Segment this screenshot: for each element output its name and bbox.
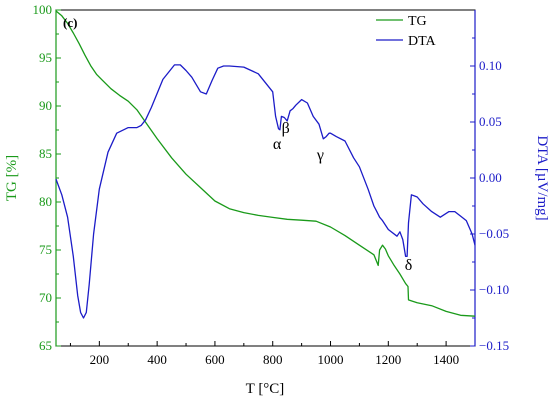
x-tick-label: 1400 xyxy=(433,352,459,367)
series-layer xyxy=(55,10,476,319)
series-line-dta xyxy=(55,64,476,319)
legend-label-tg: TG xyxy=(408,14,427,29)
peak-annotation: α xyxy=(273,136,282,153)
right-tick-label: 0.00 xyxy=(479,170,502,185)
panel-label: (c) xyxy=(63,15,77,30)
x-axis-label: T [°C] xyxy=(246,381,285,397)
x-tick-label: 800 xyxy=(263,352,283,367)
left-tick-label: 65 xyxy=(39,338,52,353)
right-axis-label: DTA [µV/mg] xyxy=(534,135,550,220)
left-tick-label: 90 xyxy=(39,98,52,113)
left-axis-label: TG [%] xyxy=(4,155,20,201)
left-tick-label: 70 xyxy=(39,290,52,305)
peak-annotation: β xyxy=(282,120,290,137)
left-tick-label: 100 xyxy=(33,2,53,17)
right-tick-label: −0.10 xyxy=(479,282,509,297)
peak-annotation: δ xyxy=(405,257,413,274)
left-tick-label: 75 xyxy=(39,242,52,257)
right-tick-label: −0.05 xyxy=(479,226,509,241)
series-line-tg xyxy=(55,10,476,317)
left-axis: 65 70 75 80 85 90 95 100 xyxy=(33,2,61,353)
right-tick-label: 0.10 xyxy=(479,58,502,73)
plot-frame xyxy=(55,9,476,347)
right-axis: −0.15 −0.10 −0.05 0.00 0.05 0.10 xyxy=(470,10,509,353)
legend: TG DTA xyxy=(376,14,437,49)
legend-label-dta: DTA xyxy=(408,34,437,49)
left-tick-label: 80 xyxy=(39,194,52,209)
peak-annotation: γ xyxy=(316,147,324,164)
x-axis: 200 400 600 800 1000 1200 1400 xyxy=(69,341,459,367)
right-tick-label: −0.15 xyxy=(479,338,509,353)
x-tick-label: 1200 xyxy=(375,352,401,367)
x-tick-label: 1000 xyxy=(318,352,344,367)
left-tick-label: 85 xyxy=(39,146,52,161)
x-tick-label: 400 xyxy=(147,352,167,367)
x-tick-label: 200 xyxy=(90,352,110,367)
left-tick-label: 95 xyxy=(39,50,52,65)
right-tick-label: 0.05 xyxy=(479,114,502,129)
annotation-layer: αβ γ δ xyxy=(273,120,412,274)
x-tick-label: 600 xyxy=(205,352,225,367)
